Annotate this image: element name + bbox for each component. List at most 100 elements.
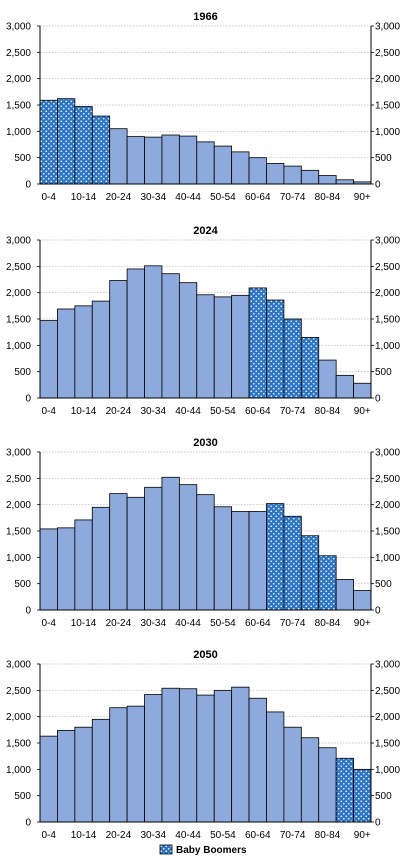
y-tick-label-left: 3,000 bbox=[6, 660, 31, 671]
bar-25-29 bbox=[126, 268, 145, 399]
x-tick-label: 60-64 bbox=[245, 406, 271, 417]
chart-title: 2024 bbox=[193, 225, 218, 237]
x-tick-label: 50-54 bbox=[210, 406, 236, 417]
x-tick-label: 0-4 bbox=[41, 406, 56, 417]
x-tick-label: 40-44 bbox=[175, 618, 201, 629]
bar-10-14-baby-boomers bbox=[74, 106, 93, 185]
y-tick-label-left: 2,500 bbox=[6, 262, 31, 273]
y-tick-label-left: 1,500 bbox=[6, 101, 31, 112]
bar-25-29 bbox=[126, 496, 145, 611]
y-tick-label-right: 2,500 bbox=[375, 686, 400, 697]
bar-0-4-baby-boomers bbox=[39, 99, 58, 185]
bar-45-49 bbox=[196, 694, 215, 823]
x-tick-label: 0-4 bbox=[41, 830, 56, 841]
x-tick-label: 90+ bbox=[354, 406, 371, 417]
bar-25-29 bbox=[126, 136, 145, 185]
x-tick-label: 20-24 bbox=[106, 618, 132, 629]
x-tick-label: 10-14 bbox=[71, 618, 97, 629]
x-tick-label: 90+ bbox=[354, 618, 371, 629]
bar-25-29 bbox=[126, 705, 145, 823]
y-tick-label-right: 500 bbox=[375, 579, 392, 590]
x-tick-label: 90+ bbox=[354, 192, 371, 203]
bar-70-74 bbox=[283, 165, 302, 185]
x-tick-label: 80-84 bbox=[315, 406, 341, 417]
x-tick-label: 60-64 bbox=[245, 830, 271, 841]
y-tick-label-right: 1,500 bbox=[375, 527, 400, 538]
bar-20-24 bbox=[109, 280, 128, 399]
bar-70-74-baby-boomers bbox=[283, 318, 302, 399]
x-tick-label: 10-14 bbox=[71, 406, 97, 417]
x-tick-label: 80-84 bbox=[315, 830, 341, 841]
bar-30-34 bbox=[144, 486, 163, 611]
y-tick-label-right: 0 bbox=[375, 394, 381, 405]
x-tick-label: 0-4 bbox=[41, 192, 56, 203]
chart-panel-1966: 1966 0 0 500 500 1,000 1,000 1,500 1,500 2,000 2,0… bbox=[6, 11, 400, 203]
y-tick-label-left: 0 bbox=[25, 180, 31, 191]
bar-40-44 bbox=[178, 484, 198, 611]
y-tick-label-left: 2,500 bbox=[6, 474, 31, 485]
y-tick-label-right: 500 bbox=[375, 153, 392, 164]
y-tick-label-right: 2,000 bbox=[375, 712, 400, 723]
chart-panel-2024: 2024 0 0 500 500 1,000 1,000 1,500 1,500 2,000 2,0… bbox=[6, 225, 400, 417]
bar-30-34 bbox=[144, 265, 163, 399]
bar-60-64-baby-boomers bbox=[248, 287, 267, 399]
y-tick-label-right: 1,000 bbox=[375, 341, 400, 352]
x-tick-label: 30-34 bbox=[140, 406, 166, 417]
y-tick-label-left: 2,000 bbox=[6, 712, 31, 723]
y-tick-label-left: 1,500 bbox=[6, 527, 31, 538]
y-tick-label-left: 2,000 bbox=[6, 288, 31, 299]
y-tick-label-left: 3,000 bbox=[6, 22, 31, 33]
y-tick-label-left: 2,500 bbox=[6, 686, 31, 697]
bar-0-4 bbox=[39, 528, 58, 611]
bar-0-4 bbox=[39, 320, 58, 399]
bar-60-64 bbox=[248, 697, 267, 823]
bar-90+ bbox=[353, 590, 372, 611]
y-tick-label-left: 500 bbox=[14, 153, 31, 164]
y-tick-label-right: 1,000 bbox=[375, 553, 400, 564]
bar-40-44 bbox=[178, 282, 198, 399]
y-tick-label-left: 1,000 bbox=[6, 341, 31, 352]
y-tick-label-left: 3,000 bbox=[6, 236, 31, 247]
bar-60-64 bbox=[248, 511, 267, 611]
bar-85-89-baby-boomers bbox=[335, 757, 354, 823]
y-tick-label-left: 1,500 bbox=[6, 315, 31, 326]
bar-65-69 bbox=[266, 711, 285, 823]
bar-40-44 bbox=[178, 688, 198, 823]
bar-50-54 bbox=[213, 296, 233, 399]
bar-45-49 bbox=[196, 141, 215, 185]
bar-65-69 bbox=[266, 163, 285, 185]
y-tick-label-right: 0 bbox=[375, 180, 381, 191]
y-tick-label-left: 3,000 bbox=[6, 448, 31, 459]
y-tick-label-left: 500 bbox=[14, 791, 31, 802]
x-tick-label: 70-74 bbox=[280, 618, 306, 629]
x-tick-label: 10-14 bbox=[71, 192, 97, 203]
x-tick-label: 20-24 bbox=[106, 830, 132, 841]
bar-35-39 bbox=[161, 273, 180, 399]
y-tick-label-left: 1,000 bbox=[6, 765, 31, 776]
bar-20-24 bbox=[109, 493, 128, 611]
y-tick-label-right: 3,000 bbox=[375, 660, 400, 671]
y-tick-label-left: 500 bbox=[14, 579, 31, 590]
chart-title: 1966 bbox=[193, 11, 217, 23]
y-tick-label-left: 1,500 bbox=[6, 739, 31, 750]
y-tick-label-left: 0 bbox=[25, 818, 31, 829]
x-tick-label: 60-64 bbox=[245, 618, 271, 629]
bar-50-54 bbox=[213, 689, 233, 823]
bar-35-39 bbox=[161, 687, 180, 823]
x-tick-label: 80-84 bbox=[315, 192, 341, 203]
bar-50-54 bbox=[213, 145, 233, 185]
bar-70-74 bbox=[283, 726, 302, 823]
bar-20-24 bbox=[109, 128, 128, 185]
bar-30-34 bbox=[144, 694, 163, 823]
bar-55-59 bbox=[231, 294, 250, 399]
bar-40-44 bbox=[178, 135, 198, 185]
y-tick-label-right: 2,500 bbox=[375, 474, 400, 485]
bar-55-59 bbox=[231, 686, 250, 823]
bar-90+-baby-boomers bbox=[353, 768, 372, 823]
x-tick-label: 30-34 bbox=[140, 192, 166, 203]
bar-15-19 bbox=[91, 718, 111, 823]
bar-80-84 bbox=[318, 175, 337, 185]
bar-35-39 bbox=[161, 134, 180, 185]
bar-55-59 bbox=[231, 511, 250, 611]
bar-20-24 bbox=[109, 707, 128, 823]
